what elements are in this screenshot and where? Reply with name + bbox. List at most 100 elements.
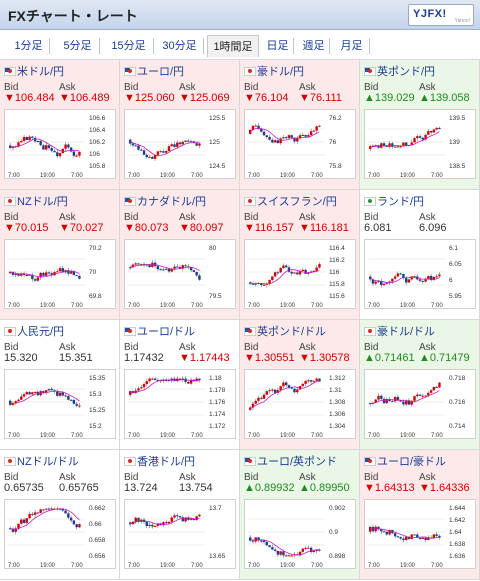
pair-link[interactable]: カナダドル/円 — [124, 195, 206, 209]
mini-chart[interactable]: 70.2 70 69.8 7:00 19:00 7:00 — [4, 239, 116, 309]
pair-link[interactable]: 英ポンド/円 — [364, 65, 435, 79]
candle-body — [39, 272, 42, 278]
pair-link[interactable]: NZドル/円 — [4, 195, 68, 209]
mini-chart[interactable]: 1.644 1.642 1.64 1.638 1.636 7:00 19:00 7:00 — [364, 499, 476, 569]
mini-chart[interactable]: 139.5 139 138.5 7:00 19:00 7:00 — [364, 109, 476, 179]
pair-link[interactable]: ユーロ/円 — [124, 65, 184, 79]
time-axis-label: 19:00 — [400, 173, 416, 179]
candle-body — [173, 515, 176, 518]
tab-5min[interactable]: 5分足 — [56, 38, 100, 54]
mini-chart[interactable]: 1.312 1.31 1.308 1.306 1.304 7:00 19:00 7:00 — [244, 369, 356, 439]
candle-body — [165, 379, 168, 381]
pair-link[interactable]: 英ポンド/ドル — [244, 325, 326, 339]
candle-body — [187, 517, 190, 520]
moving-average-line — [370, 528, 440, 539]
mini-chart[interactable]: 15.35 15.3 15.25 15.2 7:00 19:00 7:00 — [4, 369, 116, 439]
candle-body — [435, 386, 438, 388]
pair-link[interactable]: 米ドル/円 — [4, 65, 64, 79]
ask-value: ▼80.097 — [179, 222, 224, 234]
candle-body — [42, 509, 45, 511]
mini-chart[interactable]: 106.6 106.4 106.2 106 105.8 7:00 19:00 7:00 — [4, 109, 116, 179]
candle-body — [427, 537, 430, 540]
candle-body — [28, 136, 31, 140]
tab-15min[interactable]: 15分足 — [104, 38, 154, 54]
bid-value: 0.65735 — [4, 482, 44, 494]
mini-chart[interactable]: 6.1 6.05 6 5.95 7:00 19:00 7:00 — [364, 239, 476, 309]
price-axis-label: 124.5 — [209, 163, 226, 170]
candle-body — [301, 548, 305, 552]
candle-body — [260, 540, 263, 542]
candle-body — [192, 270, 196, 272]
price-axis-label: 0.898 — [329, 553, 346, 560]
tab-daily[interactable]: 日足 — [262, 38, 294, 54]
pair-link[interactable]: NZドル/ドル — [4, 455, 79, 469]
candle-body — [148, 524, 151, 527]
candle-body — [432, 386, 436, 391]
mini-chart[interactable]: 1.18 1.178 1.176 1.174 1.172 7:00 19:00 7:00 — [124, 369, 236, 439]
candle-body — [285, 382, 288, 386]
tab-30min[interactable]: 30分足 — [156, 38, 204, 54]
timeframe-tabs: 1分足 5分足 15分足 30分足 1時間足 日足 週足 月足 — [0, 30, 480, 60]
pair-name: カナダドル/円 — [137, 196, 207, 208]
candle-body — [61, 392, 65, 396]
candle-body — [176, 266, 179, 268]
pair-link[interactable]: 人民元/円 — [4, 325, 64, 339]
time-axis-label: 7:00 — [368, 563, 380, 569]
candle-body — [75, 524, 78, 528]
candle-body — [268, 280, 271, 284]
candle-body — [78, 151, 81, 156]
pair-link[interactable]: 豪ドル/円 — [244, 65, 304, 79]
ask-label: Ask — [299, 82, 316, 93]
pair-link[interactable]: ユーロ/ドル — [124, 325, 195, 339]
candle-body — [72, 520, 76, 525]
mini-chart[interactable]: 76.2 76 75.8 7:00 19:00 7:00 — [244, 109, 356, 179]
price-axis-label: 139.5 — [449, 115, 466, 122]
candle-body — [145, 154, 149, 158]
candle-body — [198, 514, 201, 517]
candle-body — [25, 518, 29, 523]
candle-body — [282, 551, 285, 556]
rate-cell: 英ポンド/円 Bid Ask ▲139.029 ▲139.058 139.5 139 138.… — [360, 60, 480, 190]
candle-body — [285, 265, 288, 268]
candle-body — [181, 265, 185, 269]
flag-icon — [4, 67, 16, 76]
pair-link[interactable]: ユーロ/英ポンド — [244, 455, 337, 469]
tab-weekly[interactable]: 週足 — [298, 38, 330, 54]
candle-body — [421, 280, 425, 282]
ask-label: Ask — [179, 342, 196, 353]
tab-1hour[interactable]: 1時間足 — [207, 35, 259, 57]
bid-value: 1.17432 — [124, 352, 164, 364]
candle-body — [39, 140, 42, 146]
mini-chart[interactable]: 13.7 13.65 7:00 19:00 7:00 — [124, 499, 236, 569]
candle-body — [432, 534, 436, 538]
candle-body — [173, 266, 176, 269]
mini-chart[interactable]: 116.4 116.2 116 115.8 115.6 7:00 19:00 7:00 — [244, 239, 356, 309]
pair-link[interactable]: ランド/円 — [364, 195, 424, 209]
candle-body — [167, 146, 171, 152]
candle-body — [22, 137, 26, 141]
candle-body — [369, 146, 372, 149]
pair-link[interactable]: スイスフラン/円 — [244, 195, 337, 209]
pair-link[interactable]: ユーロ/豪ドル — [364, 455, 446, 469]
tab-monthly[interactable]: 月足 — [334, 38, 370, 54]
price-axis-label: 69.8 — [89, 293, 102, 300]
flag-icon — [124, 327, 136, 336]
yjfx-logo[interactable]: YJFX! Yahoo! — [408, 4, 474, 26]
candle-body — [402, 142, 405, 147]
candle-body — [159, 523, 162, 525]
mini-chart[interactable]: 0.902 0.9 0.898 7:00 19:00 7:00 — [244, 499, 356, 569]
mini-chart[interactable]: 80 79.5 7:00 19:00 7:00 — [124, 239, 236, 309]
mini-chart[interactable]: 0.662 0.66 0.658 0.656 7:00 19:00 7:00 — [4, 499, 116, 569]
price-axis-label: 1.312 — [329, 375, 346, 382]
candle-body — [271, 547, 274, 550]
mini-chart[interactable]: 0.718 0.716 0.714 7:00 19:00 7:00 — [364, 369, 476, 439]
pair-link[interactable]: 香港ドル/円 — [124, 455, 195, 469]
candle-body — [265, 391, 269, 395]
mini-chart[interactable]: 125.5 125 124.5 7:00 19:00 7:00 — [124, 109, 236, 179]
candle-body — [385, 531, 389, 535]
tab-1min[interactable]: 1分足 — [8, 38, 50, 54]
pair-link[interactable]: 豪ドル/ドル — [364, 325, 435, 339]
time-axis-label: 19:00 — [400, 303, 416, 309]
time-axis-label: 7:00 — [71, 303, 83, 309]
time-axis-label: 7:00 — [248, 303, 260, 309]
